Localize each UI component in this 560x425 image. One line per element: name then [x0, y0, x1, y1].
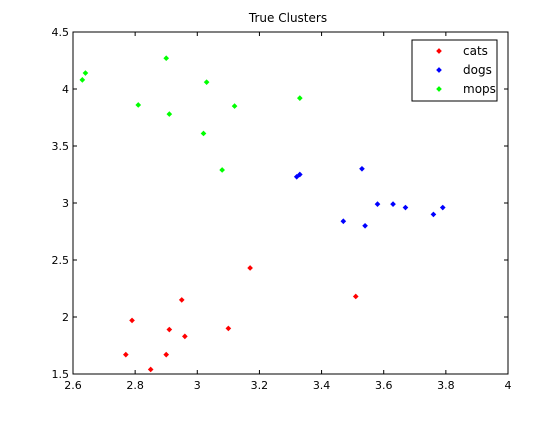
series-cats [122, 265, 359, 373]
data-points [79, 55, 446, 373]
point-mops [82, 70, 89, 76]
point-mops [135, 102, 142, 108]
point-mops [219, 167, 225, 173]
point-dogs [359, 165, 365, 172]
point-dogs [402, 204, 409, 211]
x-tick-label: 4 [505, 379, 512, 392]
legend-label-dogs: dogs [463, 63, 492, 77]
point-dogs [362, 222, 368, 229]
x-tick-label: 3.6 [375, 379, 393, 392]
point-mops [296, 95, 303, 101]
point-dogs [439, 204, 446, 211]
x-tick-label: 2.8 [126, 379, 144, 392]
legend-marker-mops [436, 86, 442, 92]
x-tick-label: 3.8 [437, 379, 455, 392]
x-tick-label: 3 [194, 379, 201, 392]
y-tick-label: 3 [62, 197, 69, 210]
point-dogs [430, 211, 437, 218]
point-cats [129, 317, 135, 324]
point-cats [122, 351, 129, 358]
point-cats [163, 351, 170, 358]
point-mops [166, 111, 173, 117]
point-mops [203, 79, 210, 85]
y-tick-label: 2.5 [52, 254, 70, 267]
x-tick-label: 3.4 [313, 379, 331, 392]
y-tick-label: 1.5 [52, 368, 70, 381]
legend: cats dogs mops [411, 39, 498, 102]
point-cats [182, 333, 188, 340]
point-cats [147, 366, 154, 373]
legend-marker-dogs [436, 67, 442, 73]
point-mops [79, 77, 86, 83]
point-cats [352, 293, 359, 300]
y-tick-label: 4.5 [52, 26, 70, 39]
legend-label-cats: cats [463, 44, 488, 58]
legend-label-mops: mops [463, 82, 496, 96]
point-dogs [390, 201, 396, 207]
point-cats [225, 325, 232, 332]
point-mops [200, 130, 207, 137]
chart-title: True Clusters [248, 11, 327, 25]
y-tick-label: 4 [62, 83, 69, 96]
axes: 2.6 2.8 3 3.2 3.4 3.6 3.8 4 1.5 2 2.5 3 3.5 4 4.5 [52, 26, 512, 392]
x-tick-label: 2.6 [64, 379, 82, 392]
point-dogs [340, 218, 347, 225]
y-tick-label: 3.5 [52, 140, 70, 153]
point-cats [247, 265, 253, 271]
point-cats [178, 297, 185, 303]
point-dogs [374, 201, 381, 207]
point-dogs [296, 171, 303, 178]
point-cats [166, 326, 173, 333]
y-tick-label: 2 [62, 311, 69, 324]
x-tick-label: 3.2 [251, 379, 269, 392]
series-dogs [293, 165, 446, 229]
point-mops [231, 103, 238, 109]
legend-box [411, 39, 498, 102]
